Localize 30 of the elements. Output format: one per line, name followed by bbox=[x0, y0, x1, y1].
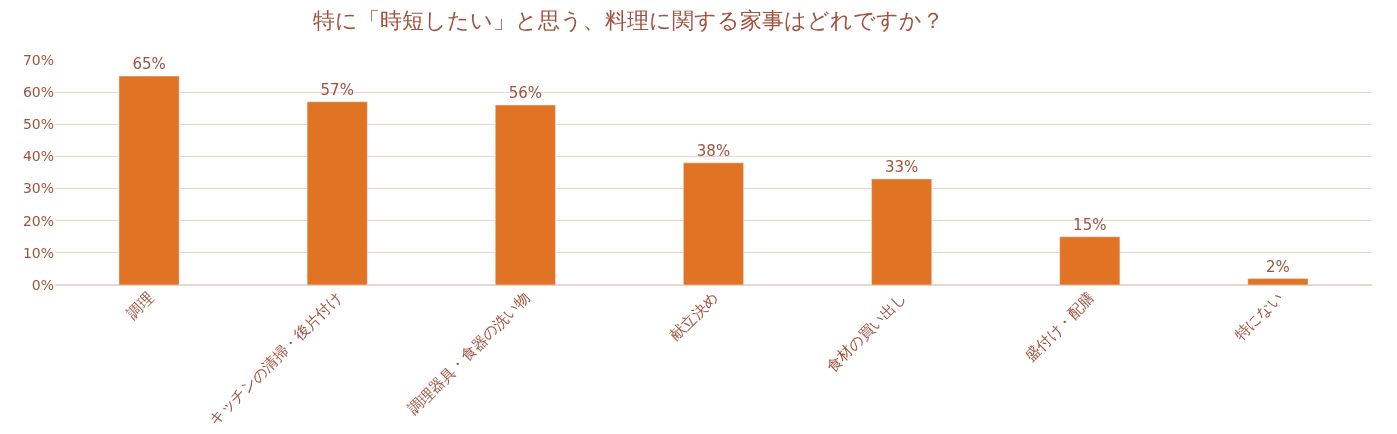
x-tick-label: キッチンの清掃・後片付け bbox=[205, 288, 346, 429]
x-tick-label: 調理器具・食器の洗い物 bbox=[404, 288, 534, 419]
data-label: 38% bbox=[696, 141, 731, 160]
y-tick-label: 0% bbox=[31, 276, 54, 293]
y-tick-label: 20% bbox=[22, 212, 54, 229]
data-label: 65% bbox=[132, 55, 166, 74]
bar bbox=[118, 75, 180, 285]
data-label: 2% bbox=[1266, 257, 1290, 276]
x-tick-label: 盛付け・配膳 bbox=[1021, 288, 1098, 366]
bar bbox=[306, 101, 368, 285]
bar bbox=[683, 162, 744, 285]
x-tick-label: 食材の買い出し bbox=[822, 288, 910, 376]
y-tick-label: 50% bbox=[22, 116, 54, 133]
data-label: 15% bbox=[1073, 215, 1107, 234]
y-tick-label: 70% bbox=[22, 51, 54, 68]
chart-title: 特に「時短したい」と思う、料理に関する家事はどれですか？ bbox=[313, 8, 945, 34]
data-label: 56% bbox=[508, 84, 543, 102]
data-label: 57% bbox=[320, 80, 354, 99]
bar bbox=[495, 104, 556, 285]
y-tick-label: 30% bbox=[22, 180, 54, 197]
y-tick-label: 60% bbox=[22, 84, 54, 101]
x-tick-label: 特にない bbox=[1230, 288, 1287, 345]
bar bbox=[871, 178, 932, 285]
x-tick-label: 献立決め bbox=[666, 288, 722, 345]
x-tick-label: 調理 bbox=[123, 288, 158, 323]
bar bbox=[1247, 278, 1309, 285]
y-tick-label: 10% bbox=[22, 244, 54, 261]
y-tick-label: 40% bbox=[22, 148, 54, 165]
data-label: 33% bbox=[884, 157, 919, 176]
bar bbox=[1059, 236, 1121, 285]
